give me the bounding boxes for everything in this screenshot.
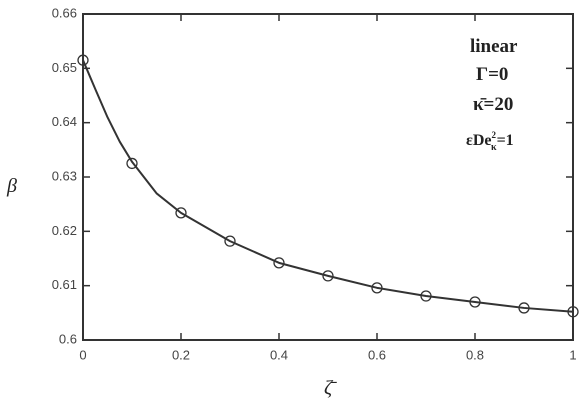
x-tick-label: 0.2 bbox=[172, 347, 190, 362]
x-tick-label: 0 bbox=[79, 347, 86, 362]
annotation: κ̄=20 bbox=[473, 94, 513, 115]
data-point bbox=[371, 282, 383, 294]
line bbox=[82, 59, 574, 313]
y-tick-label: 0.62 bbox=[52, 223, 77, 238]
data-point bbox=[518, 302, 530, 314]
data-point bbox=[322, 270, 334, 282]
annotation: linear bbox=[470, 36, 518, 57]
x-tick-label: 0.8 bbox=[466, 347, 484, 362]
annotation-sup: 2 bbox=[492, 130, 497, 140]
annotation: εDe2 κ=1 bbox=[466, 130, 514, 153]
annotation-part: =1 bbox=[497, 132, 514, 149]
data-point bbox=[77, 54, 89, 66]
data-point bbox=[469, 296, 481, 308]
x-tick-label: 0.4 bbox=[270, 347, 288, 362]
x-tick-label: 0.6 bbox=[368, 347, 386, 362]
y-tick-label: 0.65 bbox=[52, 60, 77, 75]
annotation-sub: κ bbox=[491, 142, 497, 153]
y-tick-label: 0.63 bbox=[52, 168, 77, 183]
data-point bbox=[273, 257, 285, 269]
y-tick-label: 0.6 bbox=[59, 331, 77, 346]
data-point bbox=[126, 157, 138, 170]
annotation-part: εDe bbox=[466, 132, 492, 149]
y-tick-label: 0.61 bbox=[52, 277, 77, 292]
y-tick-label: 0.66 bbox=[52, 5, 77, 20]
plot-frame bbox=[82, 13, 574, 341]
y-axis-label: β bbox=[6, 175, 17, 197]
annotation: Γ=0 bbox=[476, 64, 508, 85]
y-tick-label: 0.64 bbox=[52, 114, 77, 129]
x-axis-label: ζ̄ bbox=[324, 377, 337, 399]
data-point bbox=[175, 207, 187, 219]
data-point bbox=[567, 306, 579, 318]
data-point bbox=[420, 290, 432, 302]
data-point bbox=[224, 235, 236, 247]
x-tick-label: 1 bbox=[569, 347, 576, 362]
